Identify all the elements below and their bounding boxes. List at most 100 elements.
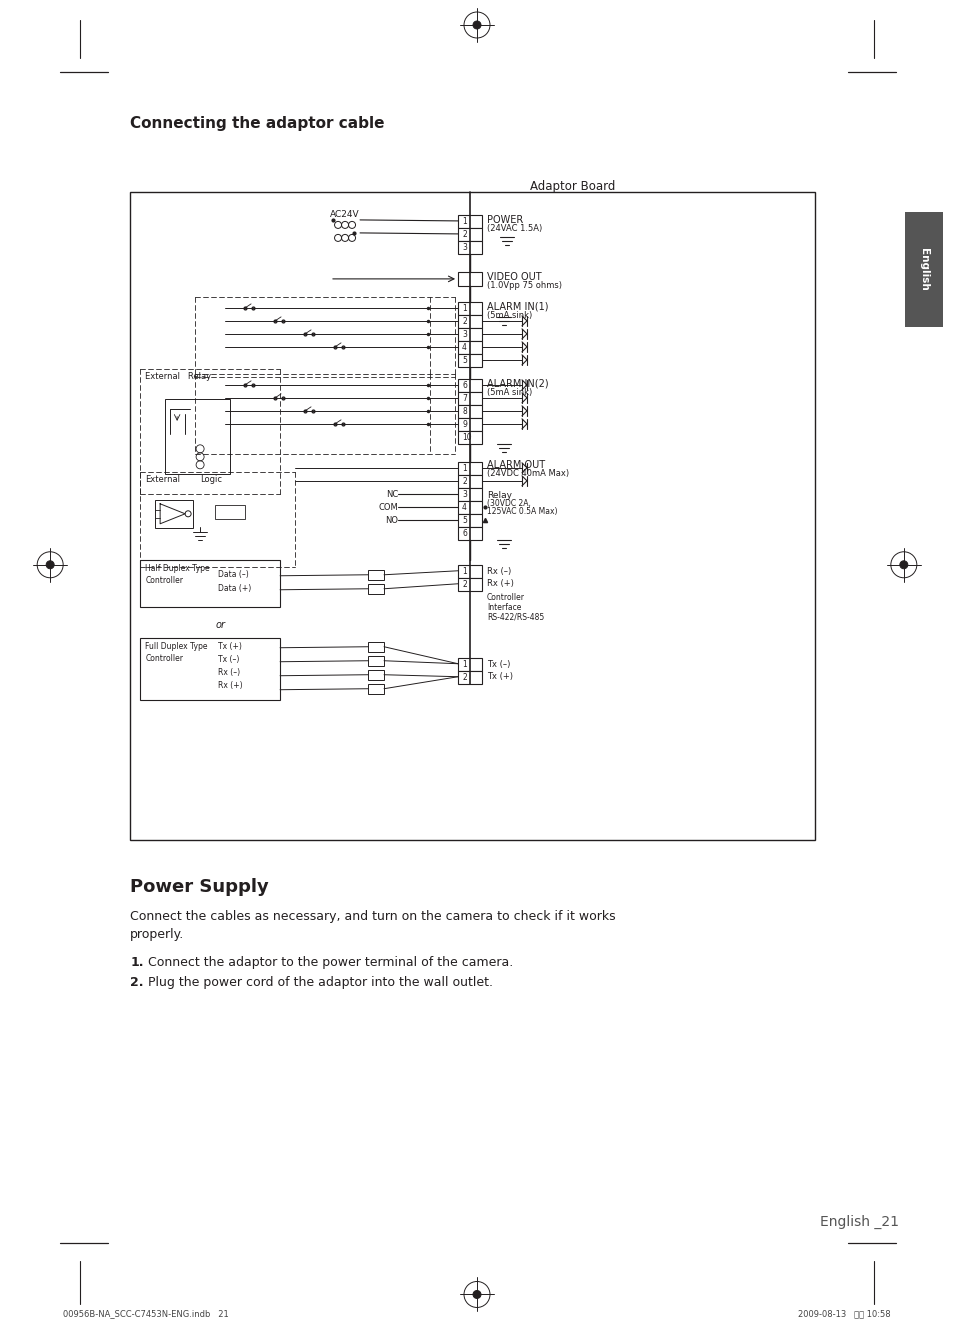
Text: or: or bbox=[214, 620, 225, 630]
Bar bbox=[457, 658, 481, 671]
Bar bbox=[457, 671, 481, 684]
Text: (5mA sink): (5mA sink) bbox=[486, 310, 532, 320]
Bar bbox=[457, 328, 481, 341]
Text: English _21: English _21 bbox=[819, 1214, 898, 1229]
Bar bbox=[457, 527, 481, 540]
Text: Controller: Controller bbox=[145, 654, 183, 663]
Text: 2009-08-13   オフ 10:58: 2009-08-13 オフ 10:58 bbox=[798, 1309, 890, 1318]
Bar bbox=[140, 560, 280, 606]
Circle shape bbox=[899, 561, 907, 569]
Text: Connecting the adaptor cable: Connecting the adaptor cable bbox=[130, 116, 384, 131]
Text: Relay: Relay bbox=[486, 491, 512, 499]
Text: External: External bbox=[145, 474, 180, 483]
Bar bbox=[165, 399, 230, 474]
Text: ALARM OUT: ALARM OUT bbox=[486, 460, 544, 470]
Text: Connect the cables as necessary, and turn on the camera to check if it works: Connect the cables as necessary, and tur… bbox=[130, 910, 615, 922]
Text: COM: COM bbox=[378, 503, 397, 511]
Circle shape bbox=[473, 1291, 480, 1299]
Bar bbox=[457, 341, 481, 354]
Bar bbox=[457, 240, 481, 254]
Bar bbox=[368, 655, 384, 666]
Bar bbox=[368, 642, 384, 651]
Text: 1: 1 bbox=[461, 659, 466, 668]
Text: 1: 1 bbox=[461, 464, 466, 473]
Bar bbox=[130, 192, 814, 840]
Text: Tx (–): Tx (–) bbox=[486, 659, 510, 668]
Text: Rx (+): Rx (+) bbox=[486, 579, 514, 588]
Circle shape bbox=[473, 21, 480, 29]
Text: 1: 1 bbox=[461, 304, 466, 313]
Text: Plug the power cord of the adaptor into the wall outlet.: Plug the power cord of the adaptor into … bbox=[148, 976, 493, 988]
Text: 6: 6 bbox=[461, 380, 466, 390]
Text: Power Supply: Power Supply bbox=[130, 877, 269, 896]
Text: Tx (+): Tx (+) bbox=[218, 642, 242, 651]
Text: ALARM IN(1): ALARM IN(1) bbox=[486, 303, 548, 312]
Text: 5: 5 bbox=[461, 355, 466, 365]
Text: Full Duplex Type: Full Duplex Type bbox=[145, 642, 208, 651]
Text: External   Relay: External Relay bbox=[145, 371, 211, 380]
Text: Data (–): Data (–) bbox=[218, 569, 249, 579]
Text: (1.0Vpp 75 ohms): (1.0Vpp 75 ohms) bbox=[486, 281, 561, 289]
Text: Connect the adaptor to the power terminal of the camera.: Connect the adaptor to the power termina… bbox=[148, 955, 513, 968]
Text: Logic: Logic bbox=[200, 474, 222, 483]
Bar bbox=[903, 211, 942, 326]
Text: NO: NO bbox=[385, 515, 397, 524]
Bar bbox=[457, 314, 481, 328]
Text: (24VAC 1.5A): (24VAC 1.5A) bbox=[486, 225, 541, 232]
Text: 3: 3 bbox=[461, 490, 466, 499]
Text: 2: 2 bbox=[461, 672, 466, 682]
Text: Interface: Interface bbox=[486, 602, 521, 612]
Text: (5mA sink): (5mA sink) bbox=[486, 388, 532, 396]
Text: ALARM IN(2): ALARM IN(2) bbox=[486, 379, 548, 388]
Text: 6: 6 bbox=[461, 528, 466, 538]
Text: 1.: 1. bbox=[130, 955, 144, 968]
Text: NC: NC bbox=[385, 490, 397, 499]
Text: Rx (–): Rx (–) bbox=[218, 667, 240, 676]
Text: 9: 9 bbox=[461, 420, 466, 429]
Text: POWER: POWER bbox=[486, 215, 522, 225]
Text: Rx (+): Rx (+) bbox=[218, 680, 242, 690]
Text: 4: 4 bbox=[461, 343, 466, 351]
Bar bbox=[457, 379, 481, 392]
Text: RS-422/RS-485: RS-422/RS-485 bbox=[486, 613, 543, 622]
Text: 1: 1 bbox=[461, 217, 466, 226]
Text: 2.: 2. bbox=[130, 976, 144, 988]
Text: Tx (+): Tx (+) bbox=[486, 672, 513, 680]
Text: 5: 5 bbox=[461, 515, 466, 524]
Text: 8: 8 bbox=[461, 407, 466, 416]
Text: Controller: Controller bbox=[486, 593, 524, 602]
Bar bbox=[368, 670, 384, 680]
Bar bbox=[368, 684, 384, 694]
Text: Data (+): Data (+) bbox=[218, 584, 251, 593]
Text: 3: 3 bbox=[461, 243, 466, 252]
Text: 00956B-NA_SCC-C7453N-ENG.indb   21: 00956B-NA_SCC-C7453N-ENG.indb 21 bbox=[63, 1309, 229, 1318]
Text: Tx (–): Tx (–) bbox=[218, 655, 239, 663]
Bar bbox=[457, 229, 481, 240]
Text: Half Duplex Type: Half Duplex Type bbox=[145, 564, 210, 573]
Bar bbox=[368, 584, 384, 593]
Bar bbox=[457, 431, 481, 444]
Text: 125VAC 0.5A Max): 125VAC 0.5A Max) bbox=[486, 507, 557, 515]
Text: 4: 4 bbox=[461, 503, 466, 511]
Bar bbox=[457, 565, 481, 577]
Text: 7: 7 bbox=[461, 394, 466, 403]
Text: 3: 3 bbox=[461, 330, 466, 339]
Bar bbox=[214, 505, 245, 519]
Text: properly.: properly. bbox=[130, 927, 184, 941]
Text: 2: 2 bbox=[461, 230, 466, 239]
Text: 2: 2 bbox=[461, 477, 466, 486]
Bar bbox=[457, 501, 481, 514]
Bar bbox=[457, 417, 481, 431]
Circle shape bbox=[46, 561, 54, 569]
Text: 2: 2 bbox=[461, 580, 466, 589]
Text: (24VDC 40mA Max): (24VDC 40mA Max) bbox=[486, 469, 569, 478]
Text: 2: 2 bbox=[461, 317, 466, 326]
Bar bbox=[140, 638, 280, 700]
Bar bbox=[457, 354, 481, 367]
Bar bbox=[457, 303, 481, 314]
Bar bbox=[457, 462, 481, 474]
Bar bbox=[457, 404, 481, 417]
Bar bbox=[457, 474, 481, 487]
Text: Rx (–): Rx (–) bbox=[486, 567, 511, 576]
Text: 10: 10 bbox=[461, 433, 471, 441]
